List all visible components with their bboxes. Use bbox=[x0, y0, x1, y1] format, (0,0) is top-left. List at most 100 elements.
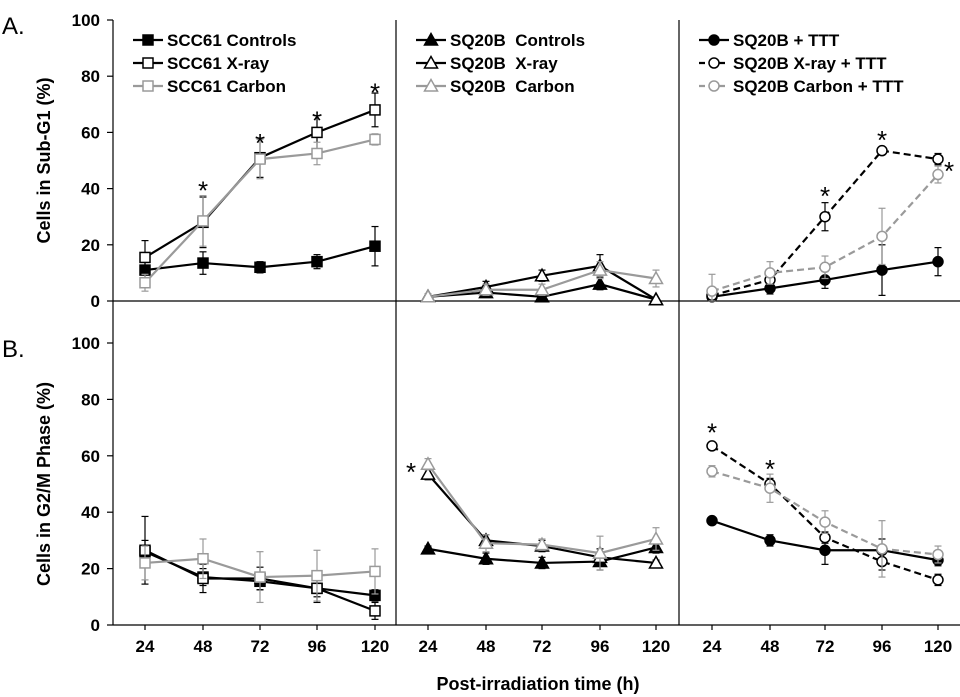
data-point bbox=[534, 288, 550, 303]
data-point bbox=[764, 534, 776, 547]
data-point bbox=[534, 554, 550, 569]
data-point bbox=[932, 548, 944, 561]
data-point bbox=[478, 535, 494, 549]
data-point bbox=[592, 545, 608, 559]
data-point bbox=[819, 544, 831, 557]
data-point bbox=[819, 516, 831, 528]
data-point bbox=[197, 215, 209, 227]
legend-label: SQ20B Carbon + TTT bbox=[733, 77, 904, 96]
panel-label-a: A. bbox=[2, 13, 25, 40]
y-tick-label: 40 bbox=[81, 503, 100, 522]
legend-label: SQ20B X-ray bbox=[450, 54, 558, 73]
data-point bbox=[876, 144, 888, 157]
data-point bbox=[876, 230, 888, 243]
x-tick-label: 24 bbox=[136, 637, 155, 656]
x-tick-label: 72 bbox=[533, 637, 552, 656]
legend-marker bbox=[708, 57, 720, 69]
data-point bbox=[534, 536, 550, 551]
data-point bbox=[764, 482, 776, 494]
x-tick-label: 72 bbox=[816, 637, 835, 656]
data-point bbox=[197, 552, 209, 565]
legend-marker bbox=[423, 31, 439, 46]
data-point bbox=[369, 240, 381, 252]
data-point bbox=[648, 291, 664, 306]
y-tick-label: 0 bbox=[91, 292, 100, 311]
data-point bbox=[420, 288, 436, 303]
data-point bbox=[706, 465, 718, 478]
legend-label: SCC61 X-ray bbox=[167, 54, 270, 73]
legend-marker bbox=[423, 77, 439, 92]
significance-asterisk: * bbox=[944, 156, 954, 186]
x-tick-label: 96 bbox=[873, 637, 892, 656]
data-point bbox=[420, 466, 436, 480]
significance-asterisk: * bbox=[765, 454, 775, 484]
x-tick-label: 48 bbox=[194, 637, 213, 656]
data-point bbox=[139, 251, 151, 264]
x-tick-label: 96 bbox=[591, 637, 610, 656]
data-point bbox=[706, 440, 718, 452]
legend-label: SQ20B + TTT bbox=[733, 31, 840, 50]
chart-panel-a1: Cells in Sub-G1 (%) * * * * SCC61 Controls SCC… bbox=[34, 31, 381, 292]
data-point bbox=[139, 557, 151, 569]
y-axis-title: Cells in G2/M Phase (%) bbox=[34, 382, 54, 586]
data-point bbox=[311, 147, 323, 160]
data-point bbox=[139, 276, 151, 289]
legend-marker bbox=[708, 34, 720, 46]
data-point bbox=[932, 168, 944, 181]
data-point bbox=[764, 267, 776, 279]
x-tick-label: 72 bbox=[251, 637, 270, 656]
data-point bbox=[592, 276, 608, 290]
y-tick-label: 40 bbox=[81, 180, 100, 199]
chart-panel-a2: SQ20B Controls SQ20B X-ray SQ20B Carbon bbox=[416, 31, 664, 306]
x-tick-label: 48 bbox=[761, 637, 780, 656]
data-point bbox=[369, 104, 381, 116]
chart-panel-b1: Cells in G2/M Phase (%) bbox=[34, 382, 381, 620]
data-point bbox=[478, 550, 494, 565]
x-tick-label: 24 bbox=[703, 637, 722, 656]
data-point bbox=[648, 554, 664, 569]
x-tick-label: 120 bbox=[924, 637, 952, 656]
data-point bbox=[932, 153, 944, 165]
data-point bbox=[876, 543, 888, 555]
x-tick-label: 120 bbox=[642, 637, 670, 656]
x-tick-label: 24 bbox=[419, 637, 438, 656]
chart-panel-b2: * bbox=[406, 456, 664, 571]
significance-asterisk: * bbox=[406, 457, 416, 487]
legend-label: SCC61 Controls bbox=[167, 31, 296, 50]
legend-label: SQ20B Controls bbox=[450, 31, 585, 50]
data-point bbox=[876, 264, 888, 276]
data-point bbox=[648, 270, 664, 285]
legend-label: SCC61 Carbon bbox=[167, 77, 286, 96]
legend-marker bbox=[423, 54, 439, 69]
data-point bbox=[706, 285, 718, 297]
y-tick-label: 20 bbox=[81, 236, 100, 255]
y-tick-label: 0 bbox=[91, 616, 100, 635]
legend-marker bbox=[142, 80, 154, 92]
y-tick-label: 100 bbox=[72, 11, 100, 30]
data-point bbox=[932, 574, 944, 586]
x-tick-label: 120 bbox=[361, 637, 389, 656]
data-point bbox=[478, 281, 494, 296]
x-tick-label: 48 bbox=[477, 637, 496, 656]
y-tick-label: 100 bbox=[72, 334, 100, 353]
data-point bbox=[254, 261, 266, 274]
panel-label-b: B. bbox=[2, 336, 25, 363]
y-tick-label: 80 bbox=[81, 390, 100, 409]
significance-asterisk: * bbox=[255, 128, 265, 158]
significance-asterisk: * bbox=[707, 417, 717, 447]
significance-asterisk: * bbox=[198, 176, 208, 206]
data-point bbox=[420, 456, 436, 471]
chart-panel-a3: * * * SQ20B + TTT SQ20B X-ray + TTT SQ20B Car… bbox=[699, 31, 954, 303]
significance-asterisk: * bbox=[877, 125, 887, 155]
data-point bbox=[592, 262, 608, 276]
legend-label: SQ20B X-ray + TTT bbox=[733, 54, 887, 73]
data-point bbox=[648, 530, 664, 545]
y-axis-title: Cells in Sub-G1 (%) bbox=[34, 77, 54, 243]
legend-marker bbox=[708, 80, 720, 92]
data-point bbox=[819, 210, 831, 223]
chart-panel-b3: ** bbox=[706, 417, 944, 587]
data-point bbox=[819, 261, 831, 274]
y-tick-label: 60 bbox=[81, 447, 100, 466]
data-point bbox=[369, 605, 381, 617]
